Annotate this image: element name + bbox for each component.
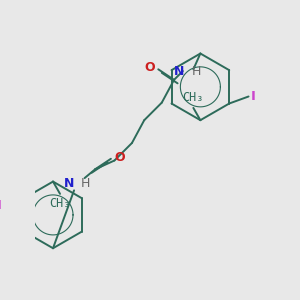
Text: H: H [81,177,91,190]
Text: O: O [114,151,125,164]
Text: N: N [174,64,184,78]
Text: I: I [251,90,256,103]
Text: CH₃: CH₃ [49,197,71,210]
Text: N: N [64,177,74,190]
Text: CH₃: CH₃ [183,92,204,104]
Text: O: O [144,61,155,74]
Text: I: I [0,199,1,212]
Text: H: H [192,64,201,78]
